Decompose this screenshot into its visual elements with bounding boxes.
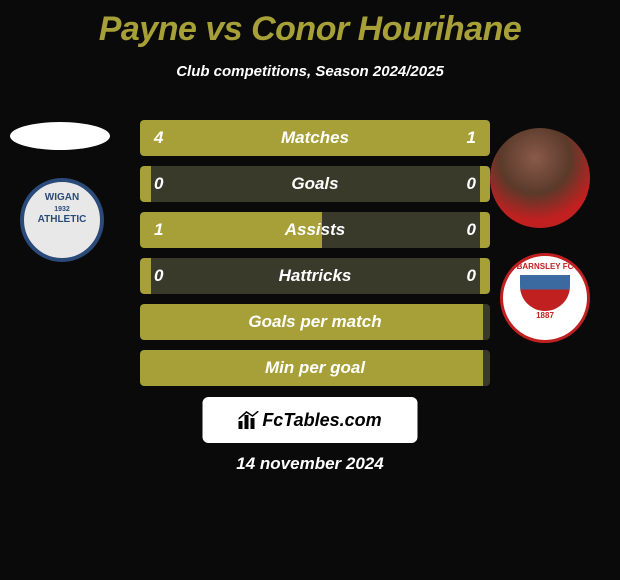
club-left-name-bot: ATHLETIC	[38, 214, 87, 225]
club-right-year: 1887	[536, 311, 554, 320]
stat-label: Matches	[140, 120, 490, 156]
club-left-year: 1932	[54, 206, 70, 213]
title-text: Payne vs Conor Hourihane	[99, 10, 522, 48]
stat-row-goals-per-match: Goals per match	[140, 304, 490, 340]
value-right: 0	[467, 258, 476, 294]
player-left-avatar	[10, 122, 110, 150]
stat-label: Min per goal	[140, 350, 490, 386]
stat-row-matches: Matches4 1	[140, 120, 490, 156]
watermark-text: FcTables.com	[262, 410, 381, 430]
page-title: Payne vs Conor Hourihane	[0, 0, 620, 49]
value-right: 0	[467, 166, 476, 202]
stat-label: Goals	[140, 166, 490, 202]
value-left: 1	[154, 212, 163, 248]
stat-row-assists: Assists1 0	[140, 212, 490, 248]
club-right-shield	[520, 275, 570, 311]
value-right: 0	[467, 212, 476, 248]
comparison-chart: Matches41Goals00Assists10Hattricks00Goal…	[140, 120, 490, 396]
stat-label: Assists	[140, 212, 490, 248]
subtitle: Club competitions, Season 2024/2025	[0, 63, 620, 80]
value-left: 4	[154, 120, 163, 156]
club-right-name: BARNSLEY FC	[517, 262, 574, 271]
club-left-badge: WIGAN 1932 ATHLETIC	[20, 178, 104, 262]
chart-icon	[238, 411, 258, 429]
stat-row-min-per-goal: Min per goal	[140, 350, 490, 386]
stat-label: Hattricks	[140, 258, 490, 294]
club-right-badge: BARNSLEY FC 1887	[500, 253, 590, 343]
club-left-name-top: WIGAN	[45, 192, 79, 203]
value-right: 1	[467, 120, 476, 156]
player-right-avatar	[490, 128, 590, 228]
stat-row-goals: Goals0 0	[140, 166, 490, 202]
value-left: 0	[154, 166, 163, 202]
stat-label: Goals per match	[140, 304, 490, 340]
watermark-badge: FcTables.com	[203, 397, 418, 443]
stat-row-hattricks: Hattricks0 0	[140, 258, 490, 294]
value-left: 0	[154, 258, 163, 294]
date-label: 14 november 2024	[0, 454, 620, 474]
